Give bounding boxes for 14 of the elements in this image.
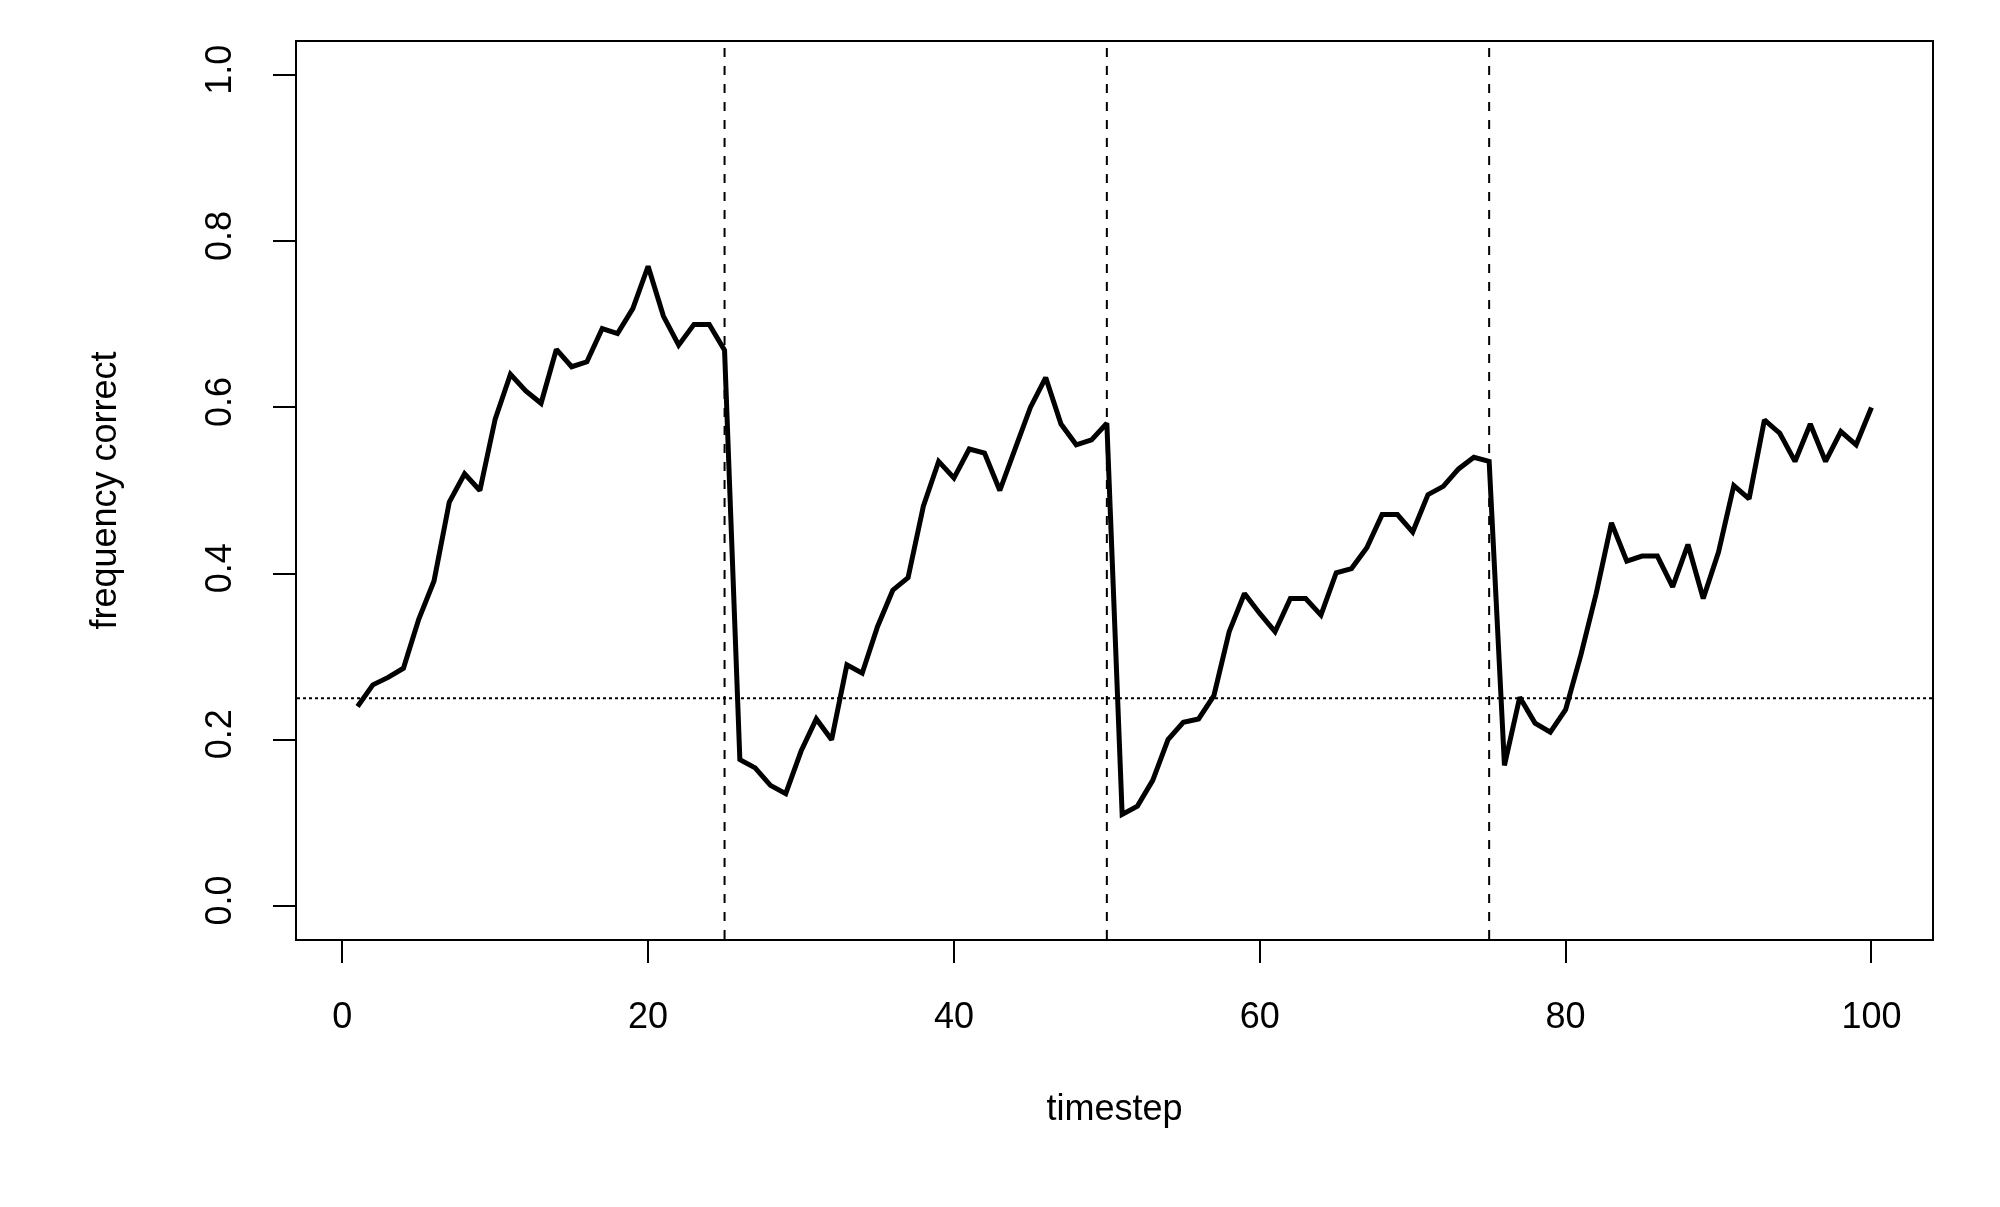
x-tick-label: 20 [628,995,669,1037]
y-tick-label: 1.0 [197,44,239,95]
x-axis-title: timestep [1046,1087,1183,1129]
x-tick-label: 80 [1545,995,1586,1037]
y-tick-label: 0.0 [197,875,239,926]
x-tick-label: 40 [933,995,974,1037]
y-tick-label: 0.6 [197,377,239,428]
y-tick-label: 0.2 [197,709,239,760]
y-axis-title: frequency correct [83,351,124,630]
y-tick-label: 0.8 [197,210,239,261]
x-tick-label: 0 [332,995,353,1037]
y-tick-label: 0.4 [197,543,239,594]
x-tick-label: 60 [1239,995,1280,1037]
x-tick-label: 100 [1841,995,1902,1037]
